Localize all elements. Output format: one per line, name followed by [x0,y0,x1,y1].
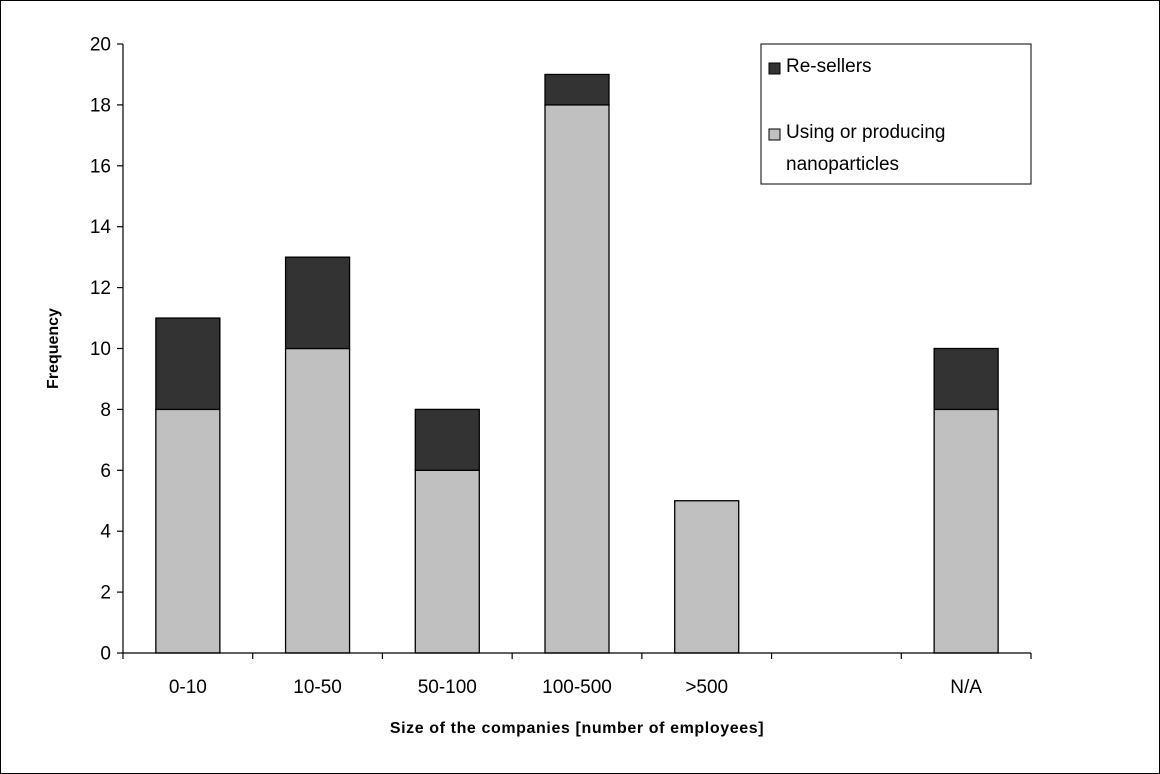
x-axis-title: Size of the companies [number of employe… [390,720,764,737]
legend-swatch [768,128,781,141]
legend-box [760,43,1032,185]
x-tick-label: 0-10 [169,677,207,698]
bar-segment-using-producing [284,347,351,654]
bar-segment-using-producing [155,408,221,654]
bar-segment-using-producing [674,500,740,654]
y-tick-label: 6 [100,461,111,482]
bars-layer [155,73,999,654]
y-tick-label: 8 [100,400,111,421]
y-tick-label: 2 [100,583,111,604]
y-tick-label: 12 [90,278,111,299]
x-tick-label: >500 [685,677,728,698]
y-tick-label: 10 [90,339,111,360]
bar-segment-using-producing [544,104,610,654]
legend-label: Re-sellers [786,56,872,77]
legend-swatch [768,62,781,75]
bar-segment-re-sellers [933,347,999,411]
x-tick-label: 100-500 [542,677,612,698]
x-tick-label: N/A [950,677,982,698]
bar-segment-re-sellers [284,256,351,350]
legend-label: Using or producing [786,122,945,143]
bar-segment-re-sellers [544,73,610,106]
y-tick-label: 18 [90,95,111,116]
bar-segment-using-producing [414,469,480,654]
axes-layer: 0 2 4 6 8 10 12 14 16 18 20 0-10 10-50 50-100 100-500 >… [90,35,1032,698]
legend: Re-sellers Using or producing nanoparticle… [760,43,1032,185]
bar-segment-re-sellers [155,317,221,411]
y-tick-label: 0 [100,644,111,665]
y-tick-label: 4 [100,522,111,543]
y-tick-label: 14 [90,217,112,238]
y-tick-label: 20 [90,35,111,56]
y-tick-label: 16 [90,156,111,177]
legend-label: nanoparticles [786,154,899,175]
y-axis-title: Frequency [45,308,62,389]
x-tick-label: 10-50 [293,677,342,698]
bar-segment-re-sellers [414,408,480,471]
x-tick-label: 50-100 [418,677,477,698]
bar-segment-using-producing [933,408,999,654]
